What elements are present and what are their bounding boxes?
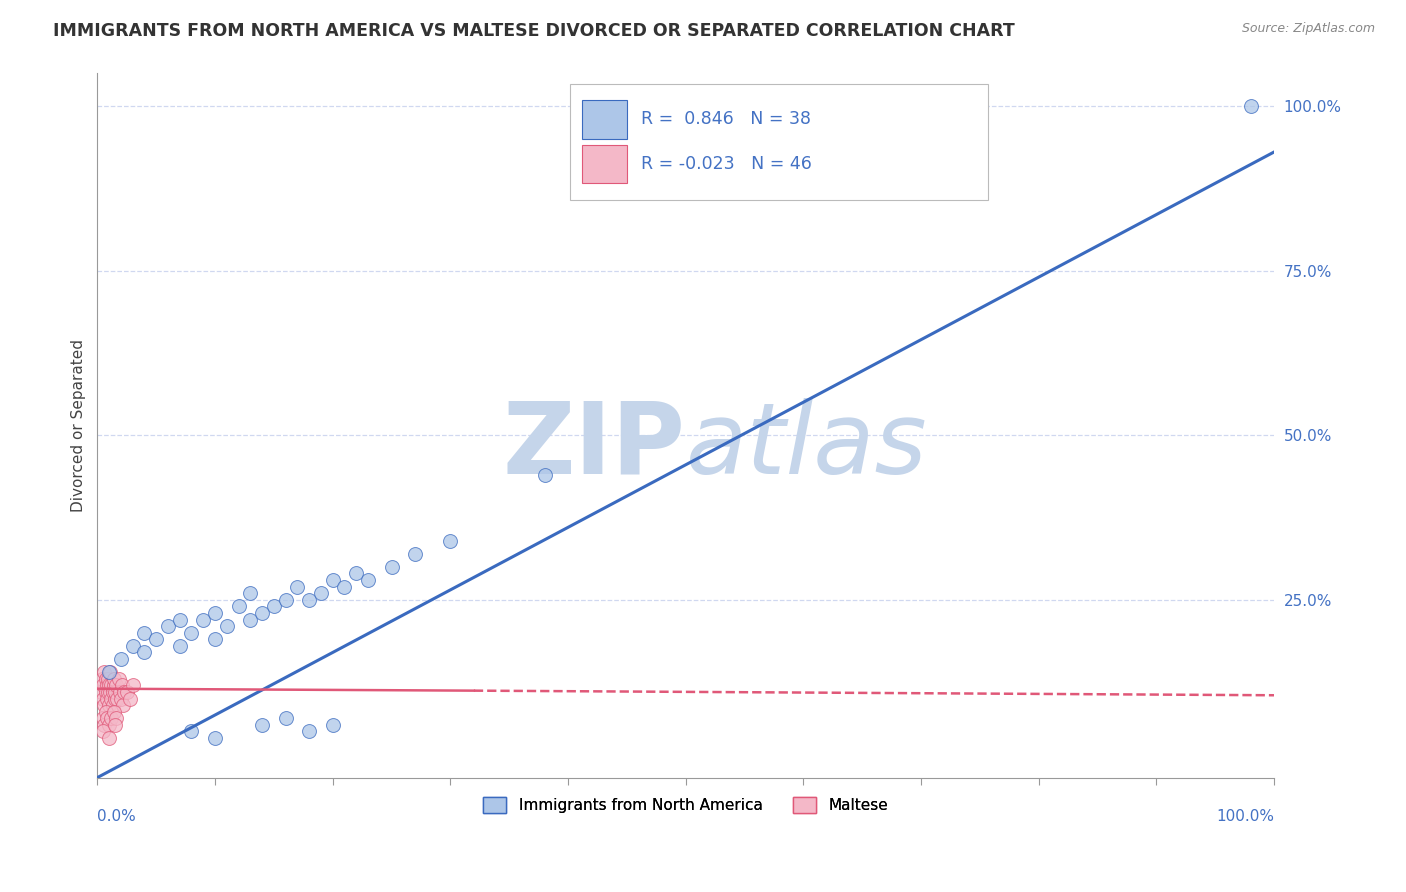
Point <box>110 652 132 666</box>
Point <box>322 718 344 732</box>
Point <box>404 547 426 561</box>
Point <box>91 711 114 725</box>
Point <box>298 724 321 739</box>
Point <box>169 613 191 627</box>
Point <box>204 606 226 620</box>
Point <box>97 685 120 699</box>
Point <box>96 678 118 692</box>
Point <box>91 724 114 739</box>
Point <box>108 685 131 699</box>
Point <box>169 639 191 653</box>
Point <box>96 711 118 725</box>
Point <box>98 665 121 680</box>
Point <box>103 672 125 686</box>
Point <box>287 580 309 594</box>
Point <box>121 678 143 692</box>
Point <box>94 685 117 699</box>
Point <box>250 718 273 732</box>
Point <box>1239 99 1261 113</box>
Point <box>103 678 125 692</box>
Point <box>274 592 297 607</box>
Point <box>120 691 142 706</box>
Point <box>91 672 114 686</box>
Point <box>156 619 179 633</box>
Text: R = -0.023   N = 46: R = -0.023 N = 46 <box>641 155 811 173</box>
Point <box>145 632 167 647</box>
Point <box>115 685 138 699</box>
Point <box>103 705 125 719</box>
Point <box>98 678 121 692</box>
Point <box>98 665 121 680</box>
Point <box>94 672 117 686</box>
Point <box>107 672 129 686</box>
Point <box>274 711 297 725</box>
Point <box>309 586 332 600</box>
Point <box>180 724 202 739</box>
Point <box>91 691 114 706</box>
Point <box>112 685 135 699</box>
Point <box>112 698 135 713</box>
FancyBboxPatch shape <box>582 101 627 138</box>
Point <box>90 685 112 699</box>
Y-axis label: Divorced or Separated: Divorced or Separated <box>72 339 86 512</box>
FancyBboxPatch shape <box>582 145 627 183</box>
Point <box>104 691 127 706</box>
Point <box>263 599 285 614</box>
Text: 0.0%: 0.0% <box>97 809 136 824</box>
Point <box>380 559 402 574</box>
Point <box>322 573 344 587</box>
Point <box>105 691 128 706</box>
Point <box>134 625 156 640</box>
Text: atlas: atlas <box>686 398 928 495</box>
Point <box>204 632 226 647</box>
Point <box>121 639 143 653</box>
Point <box>111 678 134 692</box>
Point <box>98 685 121 699</box>
Point <box>105 711 128 725</box>
Text: R =  0.846   N = 38: R = 0.846 N = 38 <box>641 110 811 128</box>
Point <box>357 573 380 587</box>
Point <box>93 698 115 713</box>
Point <box>333 580 356 594</box>
Point <box>100 711 122 725</box>
Point <box>93 665 115 680</box>
Text: IMMIGRANTS FROM NORTH AMERICA VS MALTESE DIVORCED OR SEPARATED CORRELATION CHART: IMMIGRANTS FROM NORTH AMERICA VS MALTESE… <box>53 22 1015 40</box>
Point <box>100 678 122 692</box>
Point <box>239 586 262 600</box>
Point <box>97 672 120 686</box>
Point <box>94 705 117 719</box>
Point <box>344 566 367 581</box>
Point <box>250 606 273 620</box>
Point <box>98 718 121 732</box>
Point <box>134 645 156 659</box>
Point <box>101 698 124 713</box>
Point <box>439 533 461 548</box>
Point <box>96 691 118 706</box>
Point <box>105 678 128 692</box>
Point <box>98 698 121 713</box>
Point <box>204 731 226 745</box>
Point <box>104 718 127 732</box>
Point <box>98 731 121 745</box>
Text: Source: ZipAtlas.com: Source: ZipAtlas.com <box>1241 22 1375 36</box>
Legend: Immigrants from North America, Maltese: Immigrants from North America, Maltese <box>478 791 894 819</box>
Point <box>180 625 202 640</box>
Point <box>101 685 124 699</box>
Text: 100.0%: 100.0% <box>1216 809 1274 824</box>
Point <box>110 691 132 706</box>
Point <box>193 613 215 627</box>
Point <box>239 613 262 627</box>
Point <box>533 467 555 482</box>
Point <box>100 691 122 706</box>
Text: ZIP: ZIP <box>503 398 686 495</box>
Point <box>104 685 127 699</box>
Point <box>91 678 114 692</box>
Point <box>215 619 238 633</box>
Point <box>228 599 250 614</box>
Point <box>93 718 115 732</box>
Point <box>298 592 321 607</box>
FancyBboxPatch shape <box>571 84 988 200</box>
